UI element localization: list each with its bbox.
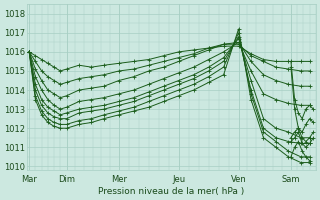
X-axis label: Pression niveau de la mer( hPa ): Pression niveau de la mer( hPa ) (98, 187, 244, 196)
